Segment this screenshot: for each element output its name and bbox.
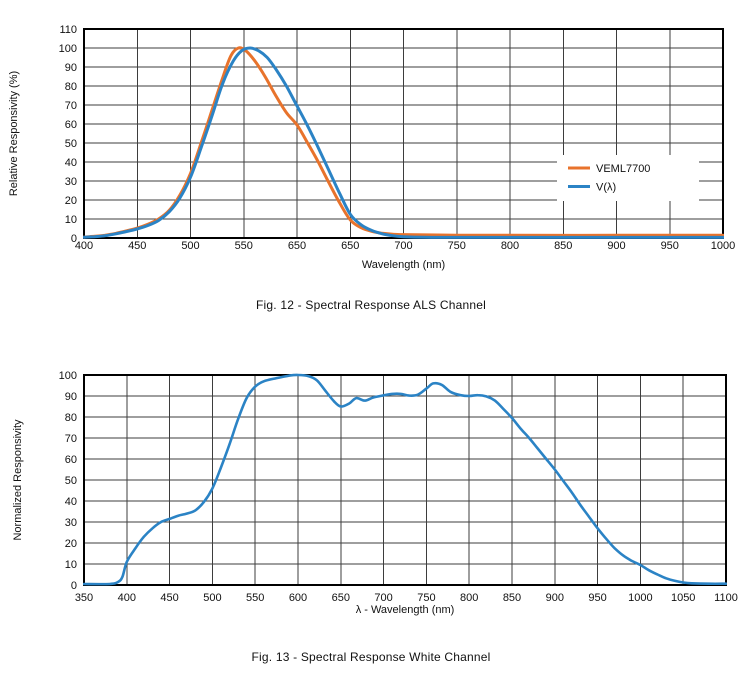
x-tick-label: 850 xyxy=(554,240,572,252)
figure-12-caption: Fig. 12 - Spectral Response ALS Channel xyxy=(256,298,486,312)
legend-label-veml7700: VEML7700 xyxy=(596,163,650,175)
x-tick-label: 450 xyxy=(128,240,146,252)
series-white-channel xyxy=(83,373,727,586)
x-tick-label: 650 xyxy=(332,592,350,604)
x-tick-label: 900 xyxy=(607,240,625,252)
x-tick-label: 650 xyxy=(341,240,359,252)
y-tick-label: 40 xyxy=(65,157,77,169)
y-tick-labels: 0 10 20 30 40 50 60 70 80 90 100 xyxy=(59,370,77,592)
y-tick-label: 0 xyxy=(71,580,77,592)
x-tick-label: 850 xyxy=(503,592,521,604)
y-tick-label: 80 xyxy=(65,412,77,424)
grid xyxy=(83,374,727,586)
x-tick-label: 1000 xyxy=(711,240,735,252)
series-group xyxy=(83,373,727,586)
chart-1: 350 400 450 500 550 600 650 700 750 800 850 900 950 1… xyxy=(12,370,738,616)
x-tick-labels: 350 400 450 500 550 600 650 700 750 800 850 900 950 1… xyxy=(75,592,738,604)
series-group xyxy=(83,46,724,239)
y-tick-label: 100 xyxy=(59,370,77,382)
x-tick-label: 950 xyxy=(661,240,679,252)
y-tick-label: 90 xyxy=(65,62,77,74)
x-tick-label: 1100 xyxy=(714,592,738,604)
y-tick-label: 0 xyxy=(71,233,77,245)
y-tick-label: 10 xyxy=(65,214,77,226)
series-v xyxy=(83,46,724,239)
x-tick-label: 1050 xyxy=(671,592,695,604)
y-tick-label: 90 xyxy=(65,391,77,403)
y-axis-title: Normalized Responsivity xyxy=(12,419,24,541)
y-tick-label: 80 xyxy=(65,81,77,93)
x-tick-label: 550 xyxy=(246,592,264,604)
x-tick-label: 500 xyxy=(203,592,221,604)
legend-label-v: V(λ) xyxy=(596,182,616,194)
x-tick-label: 700 xyxy=(394,240,412,252)
x-tick-label: 750 xyxy=(417,592,435,604)
y-tick-labels: 0 10 20 30 40 50 60 70 80 90 100 110 xyxy=(59,24,77,245)
x-tick-label: 700 xyxy=(374,592,392,604)
y-tick-label: 50 xyxy=(65,138,77,150)
x-tick-label: 600 xyxy=(289,592,307,604)
y-tick-label: 70 xyxy=(65,100,77,112)
x-tick-label: 550 xyxy=(235,240,253,252)
y-tick-label: 60 xyxy=(65,119,77,131)
x-tick-label: 950 xyxy=(588,592,606,604)
y-tick-label: 100 xyxy=(59,43,77,55)
x-tick-labels: 400 450 500 550 650 650 700 750 800 850 900 950 1000 xyxy=(75,240,735,252)
y-tick-label: 50 xyxy=(65,475,77,487)
y-tick-label: 30 xyxy=(65,517,77,529)
figure-13-caption: Fig. 13 - Spectral Response White Channe… xyxy=(251,650,491,664)
x-axis-title: λ - Wavelength (nm) xyxy=(356,604,455,616)
x-tick-label: 450 xyxy=(160,592,178,604)
x-tick-label: 800 xyxy=(460,592,478,604)
y-tick-label: 30 xyxy=(65,176,77,188)
y-tick-label: 70 xyxy=(65,433,77,445)
y-tick-label: 40 xyxy=(65,496,77,508)
y-tick-label: 110 xyxy=(59,24,77,36)
x-tick-label: 650 xyxy=(288,240,306,252)
x-tick-label: 1000 xyxy=(628,592,652,604)
y-tick-label: 20 xyxy=(65,538,77,550)
y-tick-label: 20 xyxy=(65,195,77,207)
x-tick-label: 350 xyxy=(75,592,93,604)
y-axis-title: Relative Responsivity (%) xyxy=(8,71,20,196)
grid xyxy=(83,28,724,239)
x-tick-label: 400 xyxy=(75,240,93,252)
x-tick-label: 500 xyxy=(181,240,199,252)
plot-border xyxy=(83,374,727,586)
x-axis-title: Wavelength (nm) xyxy=(362,259,445,271)
legend: VEML7700 V(λ) xyxy=(557,155,699,201)
x-tick-label: 400 xyxy=(118,592,136,604)
x-tick-label: 750 xyxy=(448,240,466,252)
x-tick-label: 900 xyxy=(546,592,564,604)
y-tick-label: 10 xyxy=(65,559,77,571)
x-tick-label: 800 xyxy=(501,240,519,252)
y-tick-label: 60 xyxy=(65,454,77,466)
